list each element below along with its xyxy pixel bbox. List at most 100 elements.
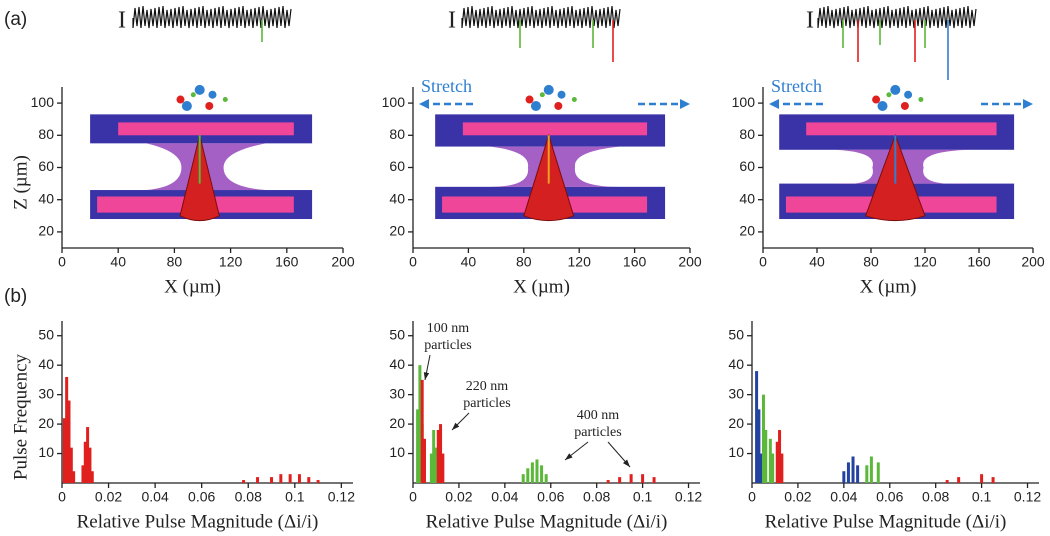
spike-bar	[65, 376, 69, 483]
spike-bar	[90, 471, 94, 483]
trace-label: I	[118, 8, 126, 34]
spike-bar	[81, 465, 85, 483]
y-tick-label: 20	[38, 415, 54, 431]
x-tick-label: 80	[167, 254, 183, 270]
spike-bar	[606, 480, 610, 483]
spike-bar	[980, 474, 984, 483]
particle	[194, 84, 205, 95]
x-tick-label: 0.04	[491, 489, 518, 505]
particle	[539, 92, 545, 98]
y-axis-label: Z (µm)	[10, 155, 31, 210]
particle	[205, 101, 214, 110]
spike-bar	[991, 477, 995, 483]
y-tick-label: 20	[38, 223, 54, 239]
x-tick-label: 120	[568, 254, 592, 270]
y-tick-label: 100	[382, 94, 406, 110]
spike-bar	[316, 480, 320, 483]
spike-bar	[242, 480, 246, 483]
annotation: Stretch	[421, 76, 472, 96]
y-tick-label: 10	[728, 444, 744, 460]
y-tick-label: 80	[739, 126, 755, 142]
arrow-head	[622, 459, 630, 467]
annotation: particles	[463, 396, 510, 411]
x-tick-label: 0.08	[235, 489, 262, 505]
y-tick-label: 50	[728, 326, 744, 342]
particle	[557, 90, 566, 99]
x-tick-label: 0.06	[876, 489, 903, 505]
y-tick-label: 60	[38, 158, 54, 174]
spike-bar	[526, 468, 530, 483]
y-tick-label: 30	[728, 385, 744, 401]
spike-bar	[757, 409, 761, 483]
spike-bar	[434, 447, 438, 483]
particle	[918, 97, 924, 103]
y-tick-label: 60	[739, 158, 755, 174]
x-tick-label: 0	[409, 254, 417, 270]
x-tick-label: 0.08	[922, 489, 949, 505]
spike-bar	[69, 447, 73, 483]
particle	[554, 101, 563, 110]
y-tick-label: 20	[728, 415, 744, 431]
x-tick-label: 0.06	[188, 489, 215, 505]
spike-bar	[422, 438, 426, 483]
x-tick-label: 0	[748, 489, 756, 505]
panel-label: (a)	[4, 9, 27, 30]
spike-bar	[761, 394, 765, 483]
spike-bar	[957, 477, 961, 483]
spike-bar	[256, 477, 260, 483]
x-axis-label: X (µm)	[860, 276, 917, 297]
spike-bar	[759, 453, 763, 483]
spike-bar	[279, 474, 283, 483]
arrow-head	[769, 99, 779, 109]
trace-label: I	[806, 8, 814, 34]
spike-bar	[67, 400, 71, 483]
x-axis-label: X (µm)	[164, 276, 221, 297]
y-tick-label: 20	[389, 223, 405, 239]
x-tick-label: 0	[759, 254, 767, 270]
annotation: Stretch	[771, 76, 822, 96]
particle	[181, 100, 192, 111]
spike-bar	[641, 474, 645, 483]
membrane-top-core	[806, 122, 997, 136]
y-tick-label: 40	[739, 190, 755, 206]
spike-bar	[436, 429, 440, 483]
membrane-top-core	[462, 122, 648, 136]
x-tick-label: 40	[461, 254, 477, 270]
x-tick-label: 0.1	[285, 489, 305, 505]
trace	[461, 5, 621, 29]
x-tick-label: 0.02	[95, 489, 122, 505]
y-tick-label: 20	[389, 415, 405, 431]
arrow-head	[452, 422, 460, 430]
trace	[132, 5, 292, 29]
spike-bar	[945, 480, 949, 483]
x-axis-label: X (µm)	[513, 276, 570, 297]
spike-bar	[856, 465, 860, 483]
spike-bar	[768, 438, 772, 483]
x-tick-label: 0.02	[784, 489, 811, 505]
x-axis-label: Relative Pulse Magnitude (Δi/i)	[426, 511, 668, 532]
arrow-head	[423, 372, 430, 380]
annotation: 100 nm	[427, 321, 470, 336]
spike-bar	[72, 471, 76, 483]
spike-bar	[288, 474, 292, 483]
x-tick-label: 0.08	[583, 489, 610, 505]
x-axis-label: Relative Pulse Magnitude (Δi/i)	[77, 511, 319, 532]
spike-bar	[307, 477, 311, 483]
spike-bar	[851, 456, 855, 483]
y-tick-label: 40	[389, 356, 405, 372]
y-tick-label: 40	[38, 190, 54, 206]
spike-bar	[535, 459, 539, 483]
x-tick-label: 0.02	[445, 489, 472, 505]
particle	[543, 84, 554, 95]
x-tick-label: 160	[275, 254, 299, 270]
spike-bar	[86, 427, 90, 483]
x-tick-label: 0.12	[328, 489, 355, 505]
particle	[872, 95, 881, 104]
spike-bar	[629, 474, 633, 483]
trace	[817, 5, 977, 29]
trace-label: I	[448, 8, 456, 34]
particle	[890, 84, 901, 95]
particle	[530, 100, 541, 111]
x-tick-label: 0.12	[1014, 489, 1041, 505]
x-tick-label: 160	[967, 254, 991, 270]
